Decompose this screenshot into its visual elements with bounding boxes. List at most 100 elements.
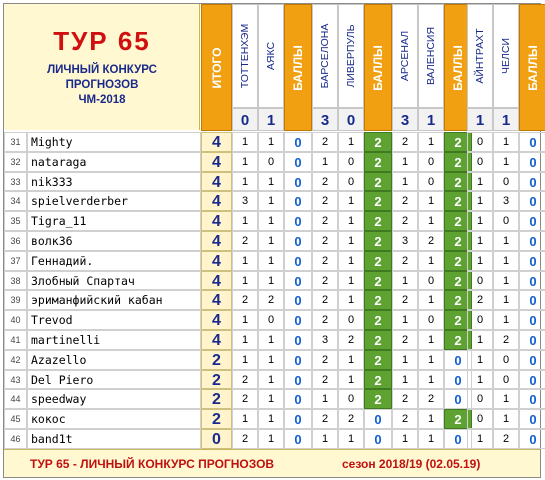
team-name: ТОТТЕНХЭМ (239, 23, 251, 89)
prediction-home: 1 (467, 429, 493, 449)
prediction-away: 1 (338, 191, 364, 212)
prediction-away: 1 (493, 389, 519, 410)
match-points: 2 (444, 270, 472, 291)
match-score-4: 3 (392, 108, 418, 131)
team-header-2: БАРСЕЛОНА (312, 4, 338, 108)
match-points: 0 (519, 330, 545, 350)
row-number: 31 (4, 132, 27, 152)
player-name: Mighty (27, 132, 201, 152)
prediction-home: 1 (392, 310, 418, 330)
team-header-7: ЧЕЛСИ (493, 4, 519, 108)
player-name: martinelli (27, 330, 201, 350)
prediction-away: 0 (493, 369, 519, 390)
match-points: 0 (444, 429, 472, 449)
prediction-away: 1 (258, 369, 284, 390)
team-name: ВАЛЕНСИЯ (425, 26, 437, 86)
prediction-home: 0 (467, 270, 493, 291)
player-name: Tigra_11 (27, 211, 201, 231)
match-points: 0 (519, 369, 545, 390)
prediction-away: 1 (338, 369, 364, 390)
prediction-home: 1 (232, 250, 258, 271)
balls-label: БАЛЛЫ (526, 44, 540, 91)
balls-header-3: БАЛЛЫ (519, 4, 545, 131)
balls-label: БАЛЛЫ (291, 44, 305, 91)
footer-season: сезон 2018/19 (02.05.19) (342, 457, 481, 471)
itogo-label: ИТОГО (209, 47, 224, 88)
prediction-home: 1 (392, 151, 418, 172)
player-total: 4 (201, 231, 232, 251)
match-points: 2 (364, 389, 392, 410)
row-number: 43 (4, 369, 27, 390)
prediction-away: 1 (418, 211, 444, 231)
prediction-away: 1 (258, 330, 284, 350)
team-header-1: АЯКС (258, 4, 284, 108)
match-points: 0 (284, 330, 312, 350)
match-points: 2 (364, 151, 392, 172)
prediction-away: 1 (493, 290, 519, 311)
player-total: 4 (201, 290, 232, 311)
prediction-away: 1 (258, 429, 284, 449)
row-number: 35 (4, 211, 27, 231)
match-points: 0 (519, 191, 545, 212)
prediction-away: 1 (258, 132, 284, 152)
prediction-away: 0 (418, 310, 444, 330)
title-line-1: ЛИЧНЫЙ КОНКУРС (47, 64, 157, 76)
match-points: 0 (444, 389, 472, 410)
prediction-home: 3 (312, 330, 338, 350)
player-total: 4 (201, 211, 232, 231)
prediction-away: 1 (338, 250, 364, 271)
prediction-away: 1 (493, 270, 519, 291)
prediction-away: 1 (258, 389, 284, 410)
prediction-home: 2 (312, 211, 338, 231)
prediction-away: 0 (493, 171, 519, 192)
prediction-home: 2 (392, 250, 418, 271)
match-points: 0 (284, 409, 312, 429)
prediction-away: 2 (493, 330, 519, 350)
player-total: 2 (201, 409, 232, 429)
prediction-home: 2 (312, 369, 338, 390)
match-points: 0 (284, 369, 312, 390)
player-name: Геннадий. (27, 250, 201, 271)
player-name: Azazello (27, 349, 201, 370)
title-block: ТУР 65 ЛИЧНЫЙ КОНКУРС ПРОГНОЗОВ ЧМ-2018 (4, 4, 200, 130)
match-points: 0 (284, 310, 312, 330)
prediction-home: 3 (232, 191, 258, 212)
prediction-home: 1 (232, 409, 258, 429)
prediction-away: 0 (418, 171, 444, 192)
row-number: 42 (4, 349, 27, 370)
prediction-away: 1 (338, 211, 364, 231)
prediction-home: 2 (392, 211, 418, 231)
player-name: эриманфийский кабан (27, 290, 201, 311)
prediction-away: 1 (418, 330, 444, 350)
match-points: 2 (444, 132, 472, 152)
prediction-home: 2 (392, 290, 418, 311)
sheet-border (3, 3, 541, 478)
team-header-6: АЙНТРАХТ (467, 4, 493, 108)
match-points: 0 (284, 389, 312, 410)
match-score-5: 1 (418, 108, 444, 131)
prediction-home: 1 (392, 171, 418, 192)
prediction-home: 1 (312, 389, 338, 410)
prediction-home: 2 (392, 409, 418, 429)
match-points: 2 (364, 290, 392, 311)
team-header-5: ВАЛЕНСИЯ (418, 4, 444, 108)
prediction-away: 0 (338, 151, 364, 172)
match-points: 0 (284, 151, 312, 172)
match-points: 0 (519, 270, 545, 291)
balls-header-0: БАЛЛЫ (284, 4, 312, 131)
match-points: 2 (364, 270, 392, 291)
prediction-home: 1 (312, 151, 338, 172)
row-number: 41 (4, 330, 27, 350)
match-points: 0 (364, 409, 392, 429)
team-name: АЯКС (265, 41, 277, 71)
match-points: 0 (519, 171, 545, 192)
team-header-3: ЛИВЕРПУЛЬ (338, 4, 364, 108)
match-points: 2 (444, 330, 472, 350)
match-points: 2 (364, 310, 392, 330)
player-name: кокос (27, 409, 201, 429)
prediction-home: 2 (312, 132, 338, 152)
prediction-away: 0 (338, 310, 364, 330)
prediction-away: 1 (258, 250, 284, 271)
prediction-home: 2 (232, 429, 258, 449)
prediction-home: 1 (392, 429, 418, 449)
